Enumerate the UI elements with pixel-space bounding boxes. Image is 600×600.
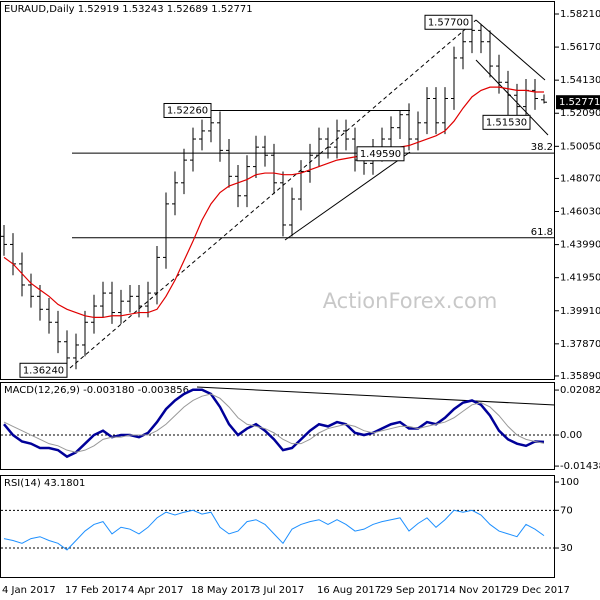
y-tick-label: 1.41950 (560, 273, 600, 284)
macd-pane (0, 382, 555, 470)
rsi-pane (0, 475, 555, 578)
y-tick-label: 70 (560, 505, 573, 516)
x-tick-label: 17 Feb 2017 (65, 585, 127, 596)
trend-line (69, 19, 477, 369)
price-pane (0, 1, 555, 380)
y-tick-label: 1.37870 (560, 339, 600, 350)
price-box-label: 1.57700 (428, 17, 469, 28)
series-line (3, 393, 545, 453)
y-tick-label: 1.56170 (560, 42, 600, 53)
x-tick-label: 3 Jul 2017 (254, 585, 304, 596)
x-tick-label: 18 May 2017 (191, 585, 256, 596)
y-tick-label: 1.43990 (560, 240, 600, 251)
x-tick-label: 16 Aug 2017 (317, 585, 381, 596)
series-line (3, 388, 545, 459)
last-price-label: 1.52771 (559, 97, 600, 108)
price-box (19, 362, 68, 378)
y-tick-label: -0.014386 (560, 461, 600, 472)
y-tick-label: 1.50050 (560, 141, 600, 152)
y-tick-label: 0.020827 (560, 385, 600, 396)
price-box (163, 102, 212, 118)
y-tick-label: 0.00 (560, 430, 582, 441)
x-tick-label: 14 Nov 2017 (443, 585, 507, 596)
y-tick-label: 1.48070 (560, 173, 600, 184)
y-tick-label: 1.54130 (560, 75, 600, 86)
y-tick-label: 1.46030 (560, 207, 600, 218)
price-box-label: 1.51530 (486, 117, 527, 128)
x-tick-label: 29 Sep 2017 (380, 585, 443, 596)
y-tick-label: 100 (560, 477, 579, 488)
price-box-label: 1.52260 (167, 105, 208, 116)
chart-title: EURAUD,Daily 1.52919 1.53243 1.52689 1.5… (4, 4, 253, 15)
x-tick-label: 29 Dec 2017 (506, 585, 570, 596)
channel-line (284, 151, 411, 241)
watermark: ActionForex.com (323, 289, 498, 313)
divergence-line (196, 386, 556, 406)
y-tick-label: 1.52090 (560, 108, 600, 119)
last-price-box (556, 95, 600, 110)
channel-line (215, 20, 476, 108)
price-box (482, 114, 531, 130)
y-tick-label: 1.35890 (560, 371, 600, 382)
fib-label: 61.8 (531, 227, 553, 238)
x-tick-label: 4 Apr 2017 (128, 585, 183, 596)
x-tick-label: 4 Jan 2017 (2, 585, 56, 596)
macd-title: MACD(12,26,9) -0.003180 -0.003856 (4, 385, 189, 396)
moving-average (3, 86, 544, 319)
price-box (356, 146, 405, 162)
y-tick-label: 30 (560, 543, 573, 554)
price-box-label: 1.36240 (23, 365, 64, 376)
rsi-title: RSI(14) 43.1801 (4, 478, 85, 489)
price-box-label: 1.49590 (360, 149, 401, 160)
y-tick-label: 1.39910 (560, 306, 600, 317)
series-line (3, 509, 545, 551)
y-tick-label: 1.58210 (560, 9, 600, 20)
channel-line (475, 59, 549, 136)
fib-label: 38.2 (531, 142, 553, 153)
price-box (424, 14, 473, 30)
channel-line (475, 19, 546, 81)
